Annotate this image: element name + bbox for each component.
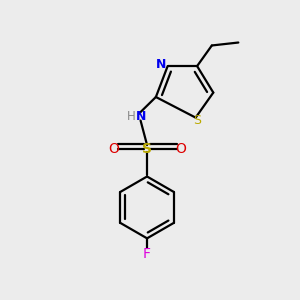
Text: O: O xyxy=(108,142,118,155)
Text: N: N xyxy=(156,58,166,71)
Text: S: S xyxy=(142,142,152,155)
Text: O: O xyxy=(176,142,186,155)
Text: S: S xyxy=(193,114,201,127)
Text: F: F xyxy=(143,247,151,261)
Text: H: H xyxy=(127,110,135,123)
Text: N: N xyxy=(135,110,146,123)
